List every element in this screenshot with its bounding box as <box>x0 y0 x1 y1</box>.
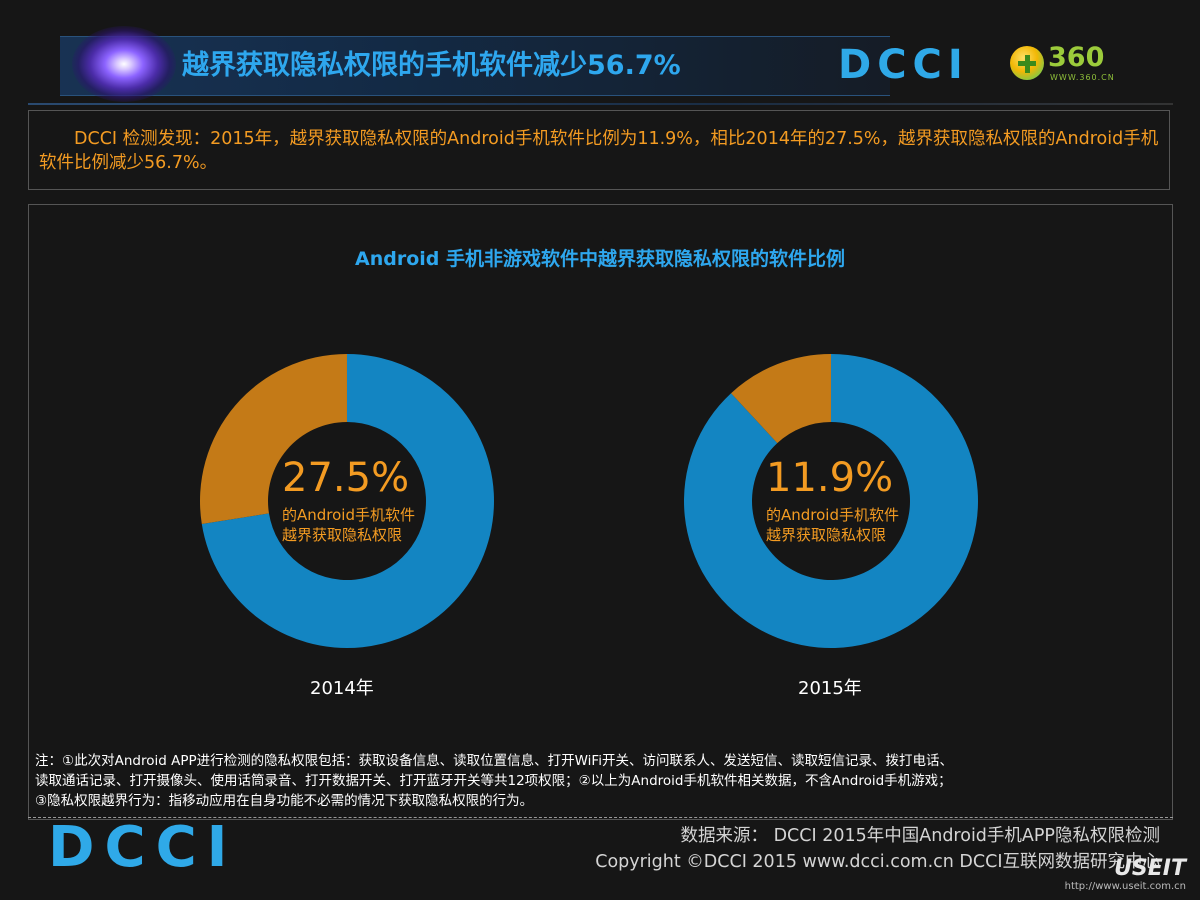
sub-label-2015-line2: 越界获取隐私权限 <box>766 526 887 544</box>
footnote-line-2: 读取通话记录、打开摄像头、使用话筒录音、打开数据开关、打开蓝牙开关等共12项权限… <box>35 773 952 789</box>
footnote-line-1: 注：①此次对Android APP进行检测的隐私权限包括：获取设备信息、读取位置… <box>35 753 953 769</box>
footnote-line-3: ③隐私权限越界行为：指移动应用在自身功能不必需的情况下获取隐私权限的行为。 <box>35 793 534 809</box>
chart-title: Android 手机非游戏软件中越界获取隐私权限的软件比例 <box>355 248 845 270</box>
360-mark-icon <box>1010 46 1044 80</box>
summary-box: DCCI 检测发现：2015年，越界获取隐私权限的Android手机软件比例为1… <box>28 110 1170 190</box>
title-bar <box>60 36 890 96</box>
footer-dcci-logo: DCCI <box>48 815 238 880</box>
year-label-2014: 2014年 <box>310 678 374 699</box>
sub-label-2015-line1: 的Android手机软件 <box>766 506 899 524</box>
watermark-url: http://www.useit.com.cn <box>1064 881 1186 892</box>
copyright: Copyright ©DCCI 2015 www.dcci.com.cn DCC… <box>595 852 1160 872</box>
dcci-logo: DCCI <box>838 42 969 88</box>
donut-slice-rest-2015年 <box>684 354 979 649</box>
pct-label-2015: 11.9% <box>766 455 894 501</box>
footnote: 注：①此次对Android APP进行检测的隐私权限包括：获取设备信息、读取位置… <box>35 751 1165 811</box>
donut-slice-highlight-2015年 <box>731 354 831 444</box>
logo-360-url: WWW.360.CN <box>1050 73 1115 82</box>
logo-360-text: 360 <box>1048 42 1105 73</box>
header-divider <box>28 103 1173 105</box>
logo-360: 360 WWW.360.CN <box>1010 42 1120 90</box>
data-source: 数据来源： DCCI 2015年中国Android手机APP隐私权限检测 <box>680 826 1160 846</box>
donut-slice-rest-2014年 <box>201 354 495 649</box>
sub-label-2014-line1: 的Android手机软件 <box>282 506 415 524</box>
chart-box <box>28 204 1173 820</box>
page-title: 越界获取隐私权限的手机软件减少56.7% <box>182 50 681 81</box>
logo-group: DCCI 360 WWW.360.CN <box>838 38 1128 98</box>
pct-label-2014: 27.5% <box>282 455 410 501</box>
footer-divider <box>28 817 1173 818</box>
year-label-2015: 2015年 <box>798 678 862 699</box>
starburst-decoration <box>72 26 176 102</box>
summary-text: DCCI 检测发现：2015年，越界获取隐私权限的Android手机软件比例为1… <box>39 129 1159 173</box>
watermark: USEIT <box>1114 856 1186 881</box>
donut-slice-highlight-2014年 <box>200 354 347 524</box>
sub-label-2014-line2: 越界获取隐私权限 <box>282 526 403 544</box>
